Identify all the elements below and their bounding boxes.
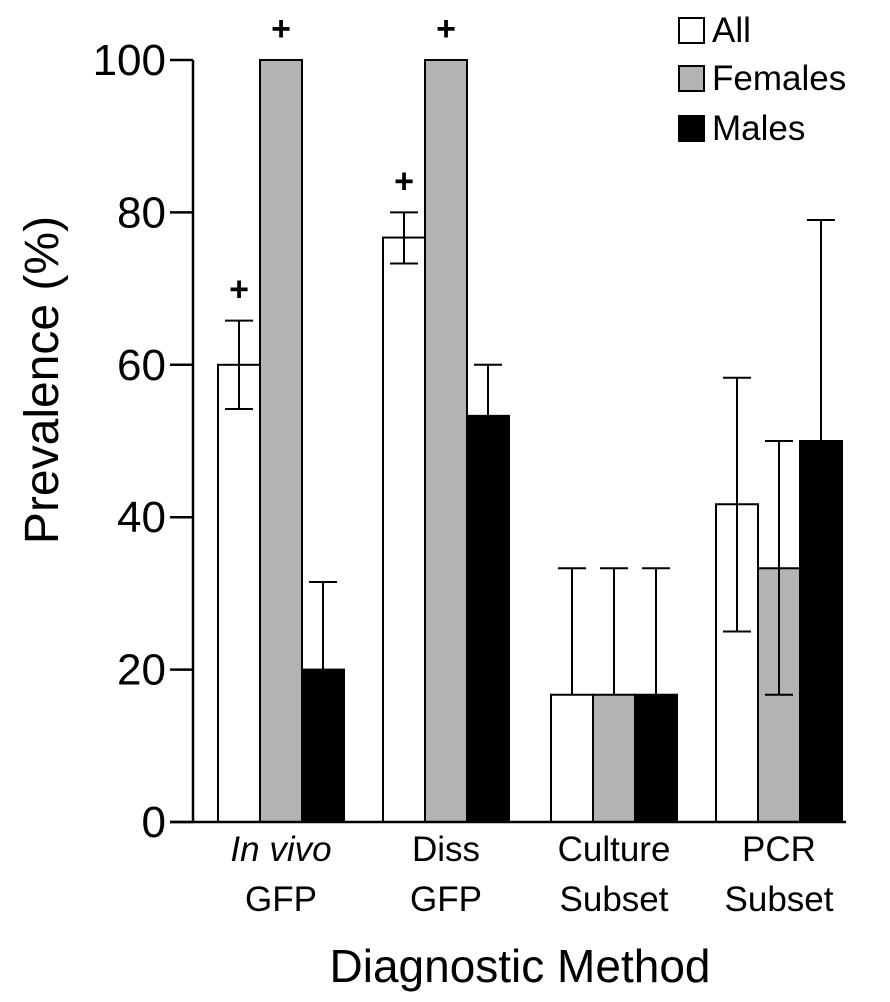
error-bar-all-3 [723, 376, 751, 633]
bar-males-3 [799, 440, 843, 823]
significance-marker: + [229, 271, 249, 309]
error-bar-males-0 [309, 580, 337, 670]
bars-layer [217, 59, 843, 824]
y-tick-label-80: 80 [117, 188, 166, 237]
legend-swatch-males [678, 115, 705, 142]
error-bar-all-0 [225, 319, 253, 410]
y-tick-label-40: 40 [117, 493, 166, 542]
bar-females-1 [424, 59, 468, 823]
bar-all-0 [217, 363, 261, 823]
legend-swatch-females [678, 65, 705, 92]
error-bar-males-3 [807, 219, 835, 441]
y-tick-label-60: 60 [117, 341, 166, 390]
bar-males-0 [301, 668, 345, 823]
legend-swatch-all [678, 17, 705, 44]
error-bar-females-3 [765, 440, 793, 696]
x-tick-label-0-line1: In vivo [230, 830, 331, 869]
y-tick-label-20: 20 [117, 646, 166, 695]
y-tick-label-0: 0 [142, 798, 166, 847]
bar-all-2 [550, 693, 594, 823]
error-bar-females-2 [600, 567, 628, 695]
y-axis-label: Prevalence (%) [16, 216, 69, 544]
legend-label-females: Females [712, 59, 846, 98]
error-bar-males-2 [642, 567, 670, 695]
legend-label-all: All [712, 11, 751, 50]
x-tick-label-1-line1: Diss [412, 830, 480, 869]
x-tick-label-3-line2: Subset [725, 880, 834, 919]
bar-males-1 [466, 414, 510, 823]
significance-markers: + + + + [229, 10, 456, 309]
legend: All Females Males [678, 11, 846, 148]
x-tick-label-2-line1: Culture [558, 830, 671, 869]
x-tick-label-2-line2: Subset [560, 880, 669, 919]
significance-marker: + [436, 10, 456, 48]
error-bars-layer [225, 211, 835, 696]
bar-females-2 [592, 693, 636, 823]
significance-marker: + [271, 10, 291, 48]
x-tick-label-1-line2: GFP [410, 880, 482, 919]
x-axis-label: Diagnostic Method [330, 940, 711, 992]
legend-label-males: Males [712, 109, 805, 148]
bar-males-2 [634, 693, 678, 823]
x-tick-label-0-line2: GFP [245, 880, 317, 919]
error-bar-all-2 [558, 567, 586, 695]
bar-all-1 [382, 236, 426, 823]
bar-females-0 [259, 59, 303, 823]
y-tick-label-100: 100 [93, 36, 166, 85]
significance-marker: + [394, 162, 414, 200]
axis-layer: 0 20 40 60 80 100 In vivo GFP Diss GFP Culture Subs… [93, 36, 846, 919]
error-bar-all-1 [390, 211, 418, 265]
x-tick-label-3-line1: PCR [742, 830, 816, 869]
error-bar-males-1 [474, 363, 502, 416]
